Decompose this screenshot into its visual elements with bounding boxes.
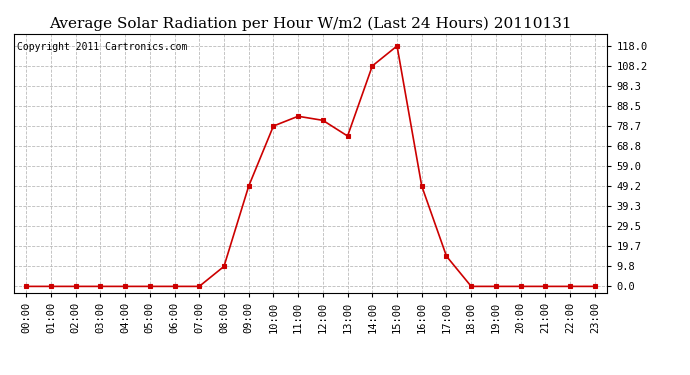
- Text: Copyright 2011 Cartronics.com: Copyright 2011 Cartronics.com: [17, 42, 187, 51]
- Title: Average Solar Radiation per Hour W/m2 (Last 24 Hours) 20110131: Average Solar Radiation per Hour W/m2 (L…: [49, 17, 572, 31]
